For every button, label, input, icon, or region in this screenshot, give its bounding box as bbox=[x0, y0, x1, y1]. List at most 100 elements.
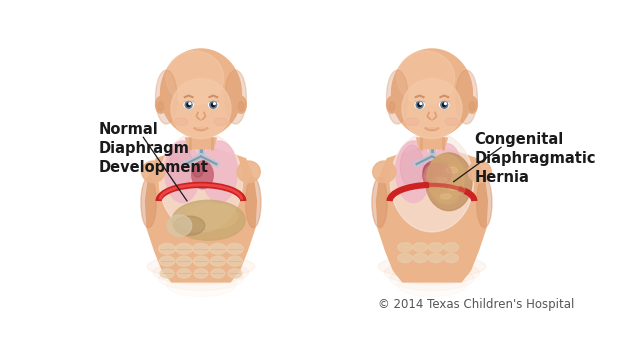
Ellipse shape bbox=[238, 102, 244, 111]
Polygon shape bbox=[145, 149, 257, 282]
Ellipse shape bbox=[156, 96, 166, 113]
Ellipse shape bbox=[188, 204, 237, 229]
Ellipse shape bbox=[167, 215, 192, 237]
Ellipse shape bbox=[429, 243, 443, 252]
Ellipse shape bbox=[141, 177, 156, 228]
Ellipse shape bbox=[378, 255, 486, 278]
Ellipse shape bbox=[397, 274, 467, 297]
Ellipse shape bbox=[174, 216, 205, 235]
Ellipse shape bbox=[159, 267, 243, 291]
Ellipse shape bbox=[401, 145, 424, 188]
Ellipse shape bbox=[445, 183, 465, 195]
Ellipse shape bbox=[392, 49, 472, 138]
Ellipse shape bbox=[390, 267, 474, 291]
Circle shape bbox=[210, 101, 217, 108]
Ellipse shape bbox=[171, 78, 231, 139]
Ellipse shape bbox=[147, 255, 255, 278]
Ellipse shape bbox=[228, 269, 242, 278]
Ellipse shape bbox=[227, 243, 243, 254]
Ellipse shape bbox=[389, 102, 395, 111]
Ellipse shape bbox=[193, 243, 209, 254]
Ellipse shape bbox=[468, 161, 492, 183]
Ellipse shape bbox=[225, 70, 246, 124]
Ellipse shape bbox=[387, 70, 408, 124]
Ellipse shape bbox=[436, 192, 458, 204]
Ellipse shape bbox=[469, 102, 475, 111]
Circle shape bbox=[418, 103, 421, 107]
Ellipse shape bbox=[442, 164, 465, 180]
Ellipse shape bbox=[166, 51, 223, 105]
Ellipse shape bbox=[444, 243, 458, 252]
Circle shape bbox=[187, 103, 190, 107]
Ellipse shape bbox=[176, 256, 192, 266]
Polygon shape bbox=[417, 138, 447, 149]
Ellipse shape bbox=[159, 132, 243, 232]
Ellipse shape bbox=[174, 118, 188, 126]
Ellipse shape bbox=[422, 161, 444, 189]
Circle shape bbox=[189, 103, 191, 104]
Ellipse shape bbox=[177, 269, 191, 278]
Text: © 2014 Texas Children's Hospital: © 2014 Texas Children's Hospital bbox=[378, 298, 575, 311]
Ellipse shape bbox=[194, 269, 208, 278]
Ellipse shape bbox=[156, 70, 177, 124]
Ellipse shape bbox=[415, 101, 424, 108]
Circle shape bbox=[214, 103, 215, 104]
Ellipse shape bbox=[424, 163, 452, 185]
Polygon shape bbox=[376, 149, 488, 282]
Ellipse shape bbox=[449, 185, 458, 190]
Ellipse shape bbox=[175, 243, 193, 254]
Ellipse shape bbox=[166, 274, 236, 297]
Ellipse shape bbox=[172, 200, 245, 240]
Circle shape bbox=[445, 103, 446, 104]
Ellipse shape bbox=[397, 243, 412, 252]
Circle shape bbox=[441, 101, 448, 108]
Ellipse shape bbox=[164, 141, 200, 203]
Ellipse shape bbox=[405, 118, 419, 126]
Ellipse shape bbox=[477, 177, 492, 228]
Ellipse shape bbox=[467, 96, 477, 113]
Circle shape bbox=[420, 103, 422, 104]
Ellipse shape bbox=[433, 144, 461, 194]
Ellipse shape bbox=[237, 161, 260, 183]
Ellipse shape bbox=[436, 177, 447, 183]
Ellipse shape bbox=[211, 269, 225, 278]
Ellipse shape bbox=[413, 253, 428, 263]
Ellipse shape bbox=[372, 161, 396, 183]
Ellipse shape bbox=[445, 118, 459, 126]
Ellipse shape bbox=[397, 51, 454, 105]
Ellipse shape bbox=[159, 256, 175, 266]
Ellipse shape bbox=[209, 101, 218, 108]
Ellipse shape bbox=[440, 101, 449, 108]
Text: Normal
Diaphragm
Development: Normal Diaphragm Development bbox=[99, 122, 209, 175]
Ellipse shape bbox=[209, 243, 227, 254]
Ellipse shape bbox=[396, 141, 431, 203]
Circle shape bbox=[212, 103, 215, 107]
Ellipse shape bbox=[246, 177, 261, 228]
Circle shape bbox=[416, 101, 423, 108]
Ellipse shape bbox=[159, 243, 175, 254]
Ellipse shape bbox=[170, 145, 193, 188]
Ellipse shape bbox=[210, 256, 225, 266]
Ellipse shape bbox=[158, 102, 164, 111]
Ellipse shape bbox=[193, 256, 209, 266]
Ellipse shape bbox=[444, 253, 458, 263]
Ellipse shape bbox=[424, 163, 435, 177]
Circle shape bbox=[185, 101, 192, 108]
Ellipse shape bbox=[202, 141, 237, 203]
Ellipse shape bbox=[387, 96, 397, 113]
Ellipse shape bbox=[402, 78, 462, 139]
Ellipse shape bbox=[193, 163, 204, 177]
Ellipse shape bbox=[426, 153, 472, 211]
Ellipse shape bbox=[384, 261, 480, 284]
Ellipse shape bbox=[161, 49, 241, 138]
Circle shape bbox=[443, 103, 446, 107]
Ellipse shape bbox=[433, 175, 454, 189]
Ellipse shape bbox=[456, 70, 477, 124]
Ellipse shape bbox=[214, 118, 228, 126]
Ellipse shape bbox=[160, 269, 174, 278]
Ellipse shape bbox=[440, 194, 451, 199]
Ellipse shape bbox=[153, 261, 249, 284]
Ellipse shape bbox=[236, 96, 246, 113]
Ellipse shape bbox=[397, 253, 412, 263]
Ellipse shape bbox=[390, 132, 474, 232]
